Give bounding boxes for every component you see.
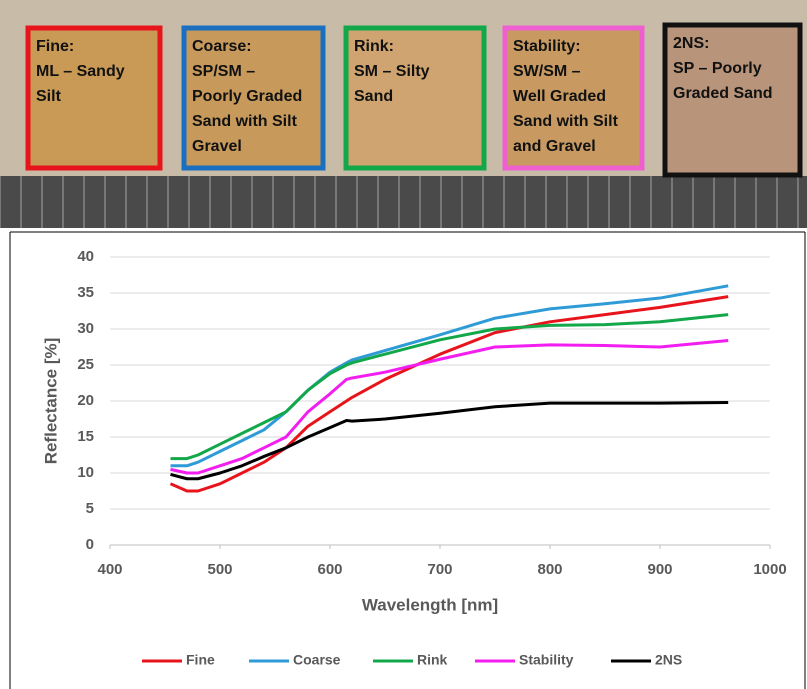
sample-label: Poorly Graded bbox=[192, 88, 302, 105]
y-tick-label: 35 bbox=[77, 284, 94, 301]
y-tick-label: 15 bbox=[77, 428, 94, 445]
sample-label: Well Graded bbox=[513, 88, 606, 105]
sample-label: Sand with Silt bbox=[513, 113, 619, 130]
y-tick-label: 0 bbox=[86, 536, 94, 553]
sample-label: Sand with Silt bbox=[192, 113, 298, 130]
legend-label: Coarse bbox=[293, 652, 341, 668]
legend-label: 2NS bbox=[655, 652, 682, 668]
y-tick-label: 25 bbox=[77, 356, 94, 373]
legend-label: Rink bbox=[417, 652, 448, 668]
x-tick-label: 500 bbox=[207, 561, 232, 578]
x-tick-label: 600 bbox=[317, 561, 342, 578]
sample-label: Rink: bbox=[354, 38, 394, 55]
x-tick-label: 900 bbox=[647, 561, 672, 578]
legend-label: Stability bbox=[519, 652, 574, 668]
x-tick-label: 800 bbox=[537, 561, 562, 578]
sample-label: Silt bbox=[36, 88, 62, 105]
sample-label: ML – Sandy bbox=[36, 63, 125, 80]
y-tick-label: 20 bbox=[77, 392, 94, 409]
sample-label: 2NS: bbox=[673, 35, 709, 52]
sample-label: Coarse: bbox=[192, 38, 252, 55]
series-line bbox=[171, 341, 729, 473]
y-axis-label: Reflectance [%] bbox=[41, 338, 60, 465]
sample-label: SW/SM – bbox=[513, 63, 581, 80]
x-tick-label: 700 bbox=[427, 561, 452, 578]
sample-label: SM – Silty bbox=[354, 63, 430, 80]
figure: Fine: ML – Sandy Silt Coarse: SP/SM – Poorly … bbox=[0, 0, 807, 689]
x-tick-label: 400 bbox=[97, 561, 122, 578]
sample-label: SP – Poorly bbox=[673, 60, 762, 77]
photo-strip bbox=[0, 176, 807, 228]
y-tick-label: 30 bbox=[77, 320, 94, 337]
sample-label: Gravel bbox=[192, 138, 242, 155]
x-axis-label: Wavelength [nm] bbox=[362, 595, 498, 614]
y-tick-label: 40 bbox=[77, 248, 94, 265]
sample-label: Sand bbox=[354, 88, 393, 105]
page: {"panels": [ {"color": "#e8141c", "lines… bbox=[0, 0, 807, 689]
series-line bbox=[171, 286, 729, 466]
sample-label: Fine: bbox=[36, 38, 74, 55]
y-tick-label: 10 bbox=[77, 464, 94, 481]
y-tick-label: 5 bbox=[86, 500, 94, 517]
x-tick-label: 1000 bbox=[753, 561, 786, 578]
sample-label: Graded Sand bbox=[673, 85, 773, 102]
sample-label: and Gravel bbox=[513, 138, 596, 155]
legend-label: Fine bbox=[186, 652, 215, 668]
sample-label: Stability: bbox=[513, 38, 581, 55]
sample-label: SP/SM – bbox=[192, 63, 255, 80]
